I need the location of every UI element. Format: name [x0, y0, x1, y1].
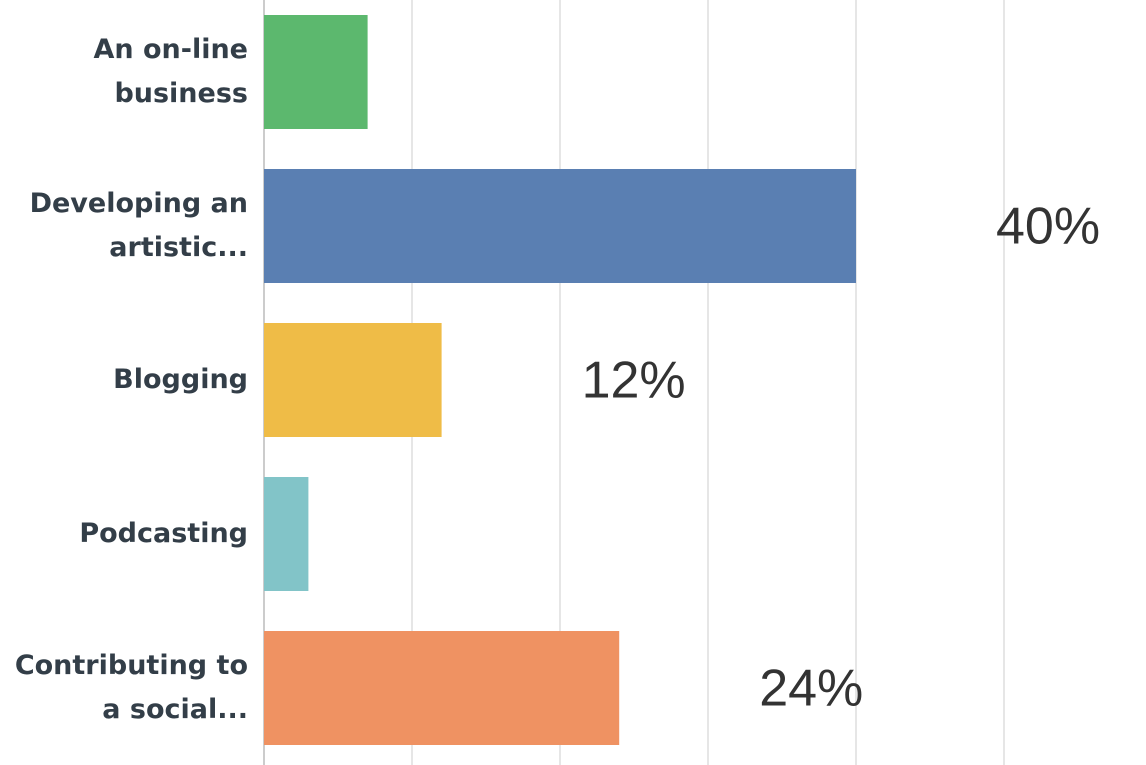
category-label: Podcasting: [79, 518, 248, 549]
value-label: 12%: [582, 352, 686, 410]
bar: [264, 323, 442, 437]
category-label: Blogging: [113, 364, 248, 395]
bar: [264, 631, 620, 745]
bar: [264, 15, 368, 129]
category-label: Contributing to a social...: [14, 650, 248, 725]
category-label: Developing an artistic...: [29, 188, 248, 263]
bar: [264, 477, 309, 591]
value-label: 24%: [759, 660, 863, 718]
bar: [264, 169, 856, 283]
value-label: 40%: [996, 198, 1100, 256]
category-label: An on-line business: [93, 34, 248, 109]
